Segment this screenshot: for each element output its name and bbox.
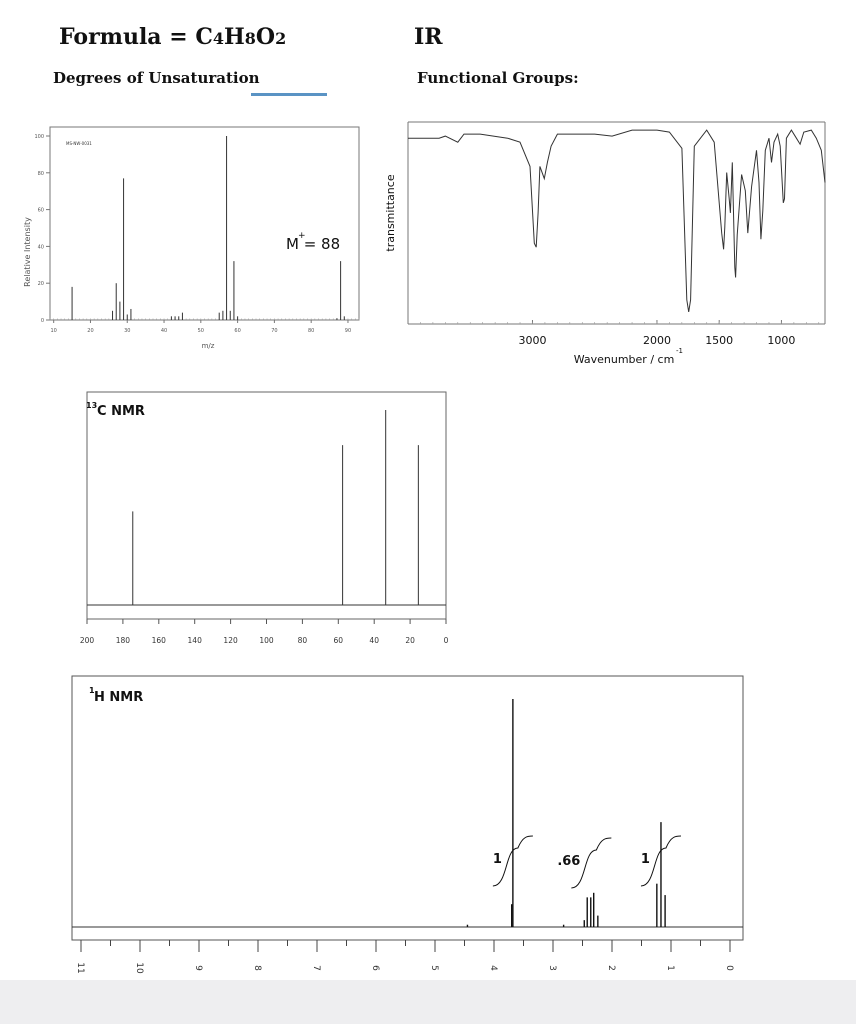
ms-x-tick-label: 40 <box>161 328 167 334</box>
h1-x-tick-label: 1 <box>665 965 675 971</box>
functional-groups-label: Functional Groups: <box>417 69 579 87</box>
formula-o: O <box>255 24 276 50</box>
ir-spectrum-chart: 3000 2000 1500 1000 Wavenumber / cm -1 tran… <box>384 121 826 366</box>
ms-x-tick-label: 10 <box>50 328 56 334</box>
h1-integral-curve <box>492 835 533 887</box>
ms-x-tick-label: 20 <box>87 328 93 334</box>
ms-y-tick-label: 100 <box>34 134 44 140</box>
h1-x-tick-label: 2 <box>606 965 616 971</box>
h1-x-tick-label: 0 <box>724 965 734 971</box>
c13-title-sup: 13 <box>86 401 97 410</box>
c13-nmr-chart: 200 180 160 140 120 100 80 60 40 20 0 13 C NMR <box>80 391 449 645</box>
c13-title: C NMR <box>97 404 145 419</box>
h1-x-tick-label: 3 <box>547 965 557 971</box>
h1-plot-frame <box>71 675 744 941</box>
ms-x-tick-label: 30 <box>124 328 130 334</box>
ir-x-tick-label: 1000 <box>767 334 795 347</box>
h1-x-tick-label: 4 <box>488 965 498 971</box>
ms-y-tick-label: 80 <box>38 171 44 177</box>
ms-x-tick-label: 50 <box>198 328 204 334</box>
degrees-of-unsaturation-label: Degrees of Unsaturation <box>53 69 260 87</box>
ir-x-tick-label: 1500 <box>705 334 733 347</box>
formula-label: Formula = <box>59 24 196 50</box>
answer-blank-line[interactable] <box>251 93 327 96</box>
h1-x-tick-label: 7 <box>311 965 321 971</box>
ms-x-tick-label: 60 <box>234 328 240 334</box>
ms-x-axis-label: m/z <box>202 342 215 350</box>
ms-annotation-sup: + <box>298 231 306 241</box>
h1-title: H NMR <box>94 690 143 705</box>
ms-y-tick-label: 40 <box>38 244 44 250</box>
c13-x-tick-label: 40 <box>369 636 379 645</box>
c13-plot-frame <box>86 391 447 620</box>
h1-integral-label: .66 <box>557 854 580 869</box>
h1-title-sup: 1 <box>89 686 95 695</box>
c13-x-tick-label: 120 <box>223 636 238 645</box>
h1-integral-curve <box>640 835 681 887</box>
c13-x-tick-label: 200 <box>80 636 95 645</box>
ir-trace <box>408 129 826 312</box>
ms-x-tick-label: 70 <box>271 328 277 334</box>
c13-x-tick-label: 160 <box>152 636 167 645</box>
ms-code-label: MS-NW-0031 <box>66 141 92 146</box>
formula-c: C <box>195 24 213 50</box>
formula-c-sub: 4 <box>212 29 224 48</box>
ms-y-axis-label: Relative Intensity <box>23 217 32 287</box>
formula-h-sub: 8 <box>244 29 256 48</box>
bottom-band <box>0 980 856 1024</box>
ms-y-tick-label: 20 <box>38 281 44 287</box>
h1-integral-label: 1 <box>493 852 502 867</box>
h1-x-tick-label: 11 <box>75 962 85 973</box>
ir-y-axis-label: transmittance <box>384 174 397 251</box>
ir-x-tick-label: 2000 <box>643 334 671 347</box>
h1-x-tick-label: 6 <box>370 965 380 971</box>
c13-x-tick-label: 60 <box>334 636 344 645</box>
formula-o-sub: 2 <box>275 29 287 48</box>
ir-x-tick-label: 3000 <box>518 334 546 347</box>
ir-title: IR <box>414 24 443 50</box>
h1-x-tick-label: 8 <box>252 965 262 971</box>
h1-x-tick-label: 10 <box>134 962 144 974</box>
h1-x-tick-label: 9 <box>193 965 203 971</box>
c13-x-tick-label: 80 <box>298 636 308 645</box>
ms-annotation: M = 88 <box>286 235 340 253</box>
ms-x-tick-label: 90 <box>345 328 351 334</box>
c13-x-tick-label: 180 <box>116 636 131 645</box>
formula-h: H <box>223 24 245 50</box>
h1-x-tick-label: 5 <box>429 965 439 971</box>
c13-x-tick-label: 0 <box>444 636 449 645</box>
h1-nmr-chart: 11 10 9 8 7 6 5 4 3 2 1 01.66 1 1 H NMR <box>71 675 744 974</box>
ms-y-tick-label: 60 <box>38 208 44 214</box>
ir-x-axis-label: Wavenumber / cm <box>574 353 675 366</box>
ir-x-axis-label-sup: -1 <box>676 347 683 355</box>
c13-x-tick-label: 100 <box>259 636 274 645</box>
ms-y-tick-label: 0 <box>41 318 44 324</box>
h1-integral-curve <box>571 837 612 889</box>
c13-x-tick-label: 140 <box>188 636 203 645</box>
c13-x-tick-label: 20 <box>405 636 415 645</box>
mass-spectrum-chart: 0 20 40 60 80 100 10 20 30 40 50 60 70 80 90 MS-NW-003… <box>23 126 360 350</box>
formula-heading: Formula = C4H8O2 <box>59 24 286 50</box>
ms-plot-frame <box>49 126 360 321</box>
ms-x-tick-label: 80 <box>308 328 314 334</box>
h1-integral-label: 1 <box>641 852 650 867</box>
